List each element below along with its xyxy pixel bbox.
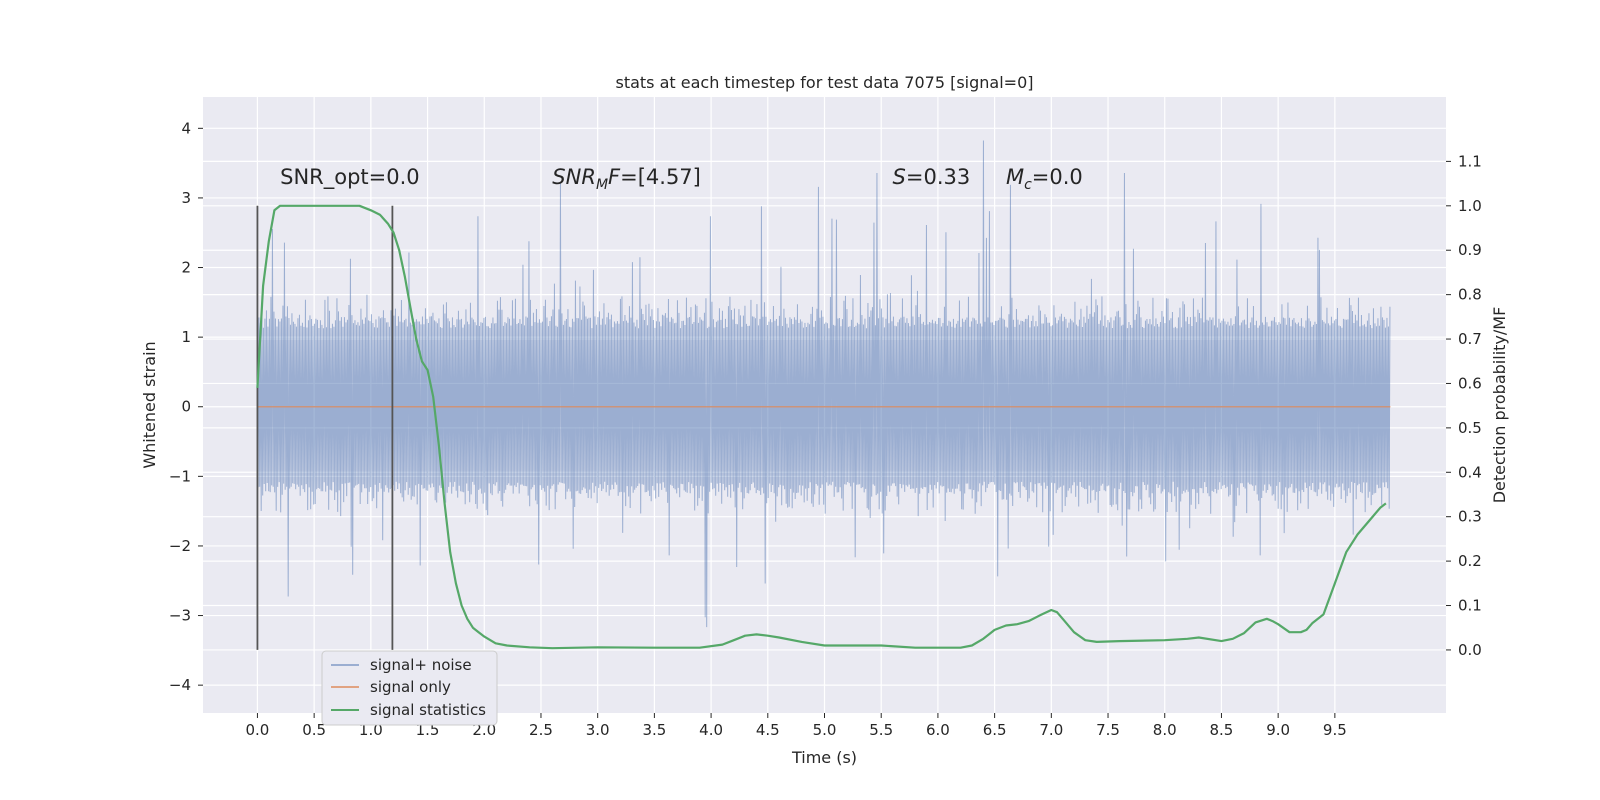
signal-statistics-line: [256, 204, 1387, 650]
legend-label-signal-only: signal only: [370, 678, 451, 696]
series-signal-statistics: [256, 204, 1387, 650]
annotation-s: S=0.33: [893, 165, 971, 189]
x-tick-label-15: 7.5: [1096, 721, 1120, 739]
y-right-tick-label-4: 0.7: [1458, 330, 1482, 348]
y-right-tick-label-1: 1.0: [1458, 197, 1482, 215]
x-axis-label: Time (s): [791, 748, 857, 767]
chart-title: stats at each timestep for test data 707…: [615, 73, 1033, 92]
y-right-tick-label-10: 0.1: [1458, 597, 1482, 615]
x-tick-label-12: 6.0: [926, 721, 950, 739]
y-left-tick-label-4: 0: [181, 398, 191, 416]
y-right-tick-label-8: 0.3: [1458, 508, 1482, 526]
x-tick-label-6: 3.0: [586, 721, 610, 739]
y-right-tick-label-9: 0.2: [1458, 552, 1482, 570]
legend-label-signal-statistics: signal statistics: [370, 701, 486, 719]
y-left-tick-label-5: −1: [169, 467, 191, 485]
x-tick-label-8: 4.0: [699, 721, 723, 739]
y-left-tick-label-3: 1: [181, 328, 191, 346]
annotation-mc: Mc=0.0: [1006, 165, 1083, 193]
x-tick-label-19: 9.5: [1323, 721, 1347, 739]
annotation-snr-opt: SNR_opt=0.0: [280, 165, 420, 190]
y-right-tick-label-2: 0.9: [1458, 241, 1482, 259]
y-left-tick-label-2: 2: [181, 259, 191, 277]
y-axis-left-label: Whitened strain: [140, 341, 159, 468]
x-tick-label-1: 0.5: [302, 721, 326, 739]
legend-label-signal-plus-noise: signal+ noise: [370, 656, 472, 674]
x-tick-label-10: 5.0: [813, 721, 837, 739]
y-right-tick-label-7: 0.4: [1458, 463, 1482, 481]
y-axis-left-ticks: 4 3 2 1 0 −1 −2 −3 −4: [169, 119, 203, 694]
y-left-tick-label-1: 3: [181, 189, 191, 207]
y-axis-right-ticks: 1.1 1.0 0.9 0.8 0.7 0.6 0.5 0.4 0.3 0.2 0.1 0.0: [1446, 152, 1482, 659]
y-right-tick-label-3: 0.8: [1458, 286, 1482, 304]
y-right-tick-label-0: 1.1: [1458, 152, 1482, 170]
x-tick-label-18: 9.0: [1266, 721, 1290, 739]
x-tick-label-16: 8.0: [1153, 721, 1177, 739]
noise-trace: [256, 140, 1391, 628]
x-tick-label-17: 8.5: [1210, 721, 1234, 739]
y-left-tick-label-0: 4: [181, 119, 191, 137]
legend: signal+ noise signal only signal statist…: [321, 650, 498, 726]
y-left-tick-label-8: −4: [169, 676, 191, 694]
x-tick-label-7: 3.5: [642, 721, 666, 739]
x-tick-label-14: 7.0: [1039, 721, 1063, 739]
y-right-tick-label-11: 0.0: [1458, 641, 1482, 659]
annotation-snr-mf: SNRMF=[4.57]: [552, 165, 701, 193]
x-tick-label-13: 6.5: [983, 721, 1007, 739]
y-right-tick-label-6: 0.5: [1458, 419, 1482, 437]
y-left-tick-label-6: −2: [169, 537, 191, 555]
series-signal-plus-noise: [256, 140, 1391, 628]
x-tick-label-5: 2.5: [529, 721, 553, 739]
y-axis-right-label: Detection probability/MF: [1490, 307, 1509, 504]
vertical-markers: [256, 205, 394, 650]
legend-box: [321, 650, 498, 726]
x-tick-label-11: 5.5: [869, 721, 893, 739]
x-tick-label-9: 4.5: [756, 721, 780, 739]
y-right-tick-label-5: 0.6: [1458, 374, 1482, 392]
y-left-tick-label-7: −3: [169, 607, 191, 625]
x-tick-label-0: 0.0: [246, 721, 270, 739]
